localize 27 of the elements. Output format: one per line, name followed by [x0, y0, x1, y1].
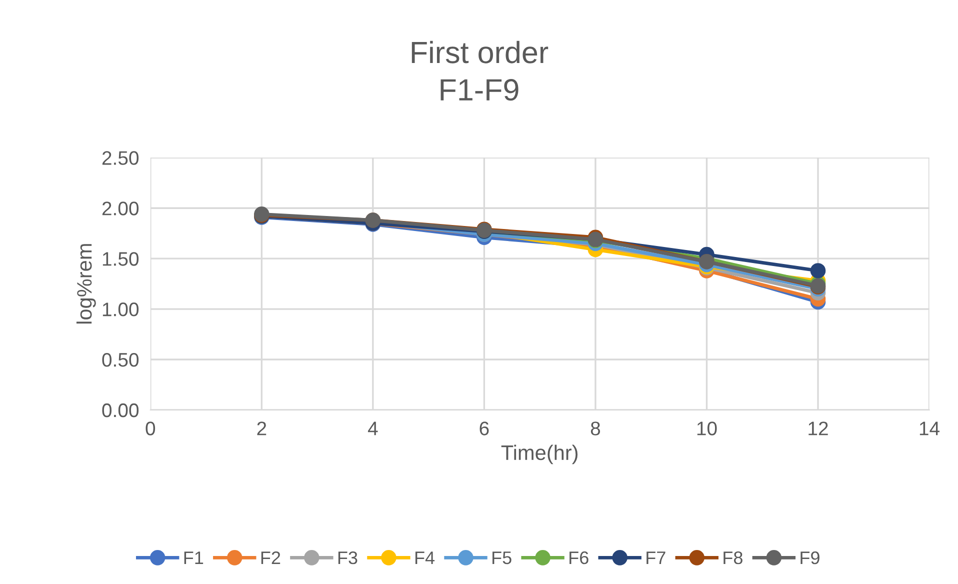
x-tick-label: 4 [368, 422, 378, 436]
legend-label: F7 [646, 552, 666, 564]
legend-label: F6 [570, 551, 588, 564]
legend-label: F5 [492, 552, 512, 564]
x-axis-title: Time(hr) [501, 444, 578, 464]
x-tick-label: 6 [480, 422, 489, 436]
point [810, 263, 826, 278]
x-tick-label: 0 [146, 422, 156, 436]
chart-title: First order F1-F9 [412, 40, 548, 101]
legend-label: F3 [338, 551, 358, 564]
legend-label: F8 [724, 551, 742, 564]
y-tick-label: 1.00 [102, 302, 139, 316]
x-tick-label: 8 [590, 422, 600, 436]
legend-label: F9 [800, 551, 820, 564]
x-tick-label: 12 [808, 422, 828, 436]
y-tick-label: 1.50 [102, 252, 139, 266]
legend-label: F2 [261, 551, 280, 564]
y-tick-label: 2.00 [102, 202, 139, 216]
x-tick-label: 2 [257, 422, 266, 436]
y-tick-label: 2.50 [102, 151, 139, 165]
legend-label: F4 [415, 552, 435, 564]
y-axis-title: log%rem [76, 244, 96, 324]
x-tick-label: 14 [920, 422, 940, 436]
legend-label: F1 [184, 552, 204, 564]
x-tick-label: 10 [697, 422, 717, 436]
y-tick-label: 0.00 [102, 403, 139, 418]
y-tick-label: 0.50 [102, 352, 139, 367]
